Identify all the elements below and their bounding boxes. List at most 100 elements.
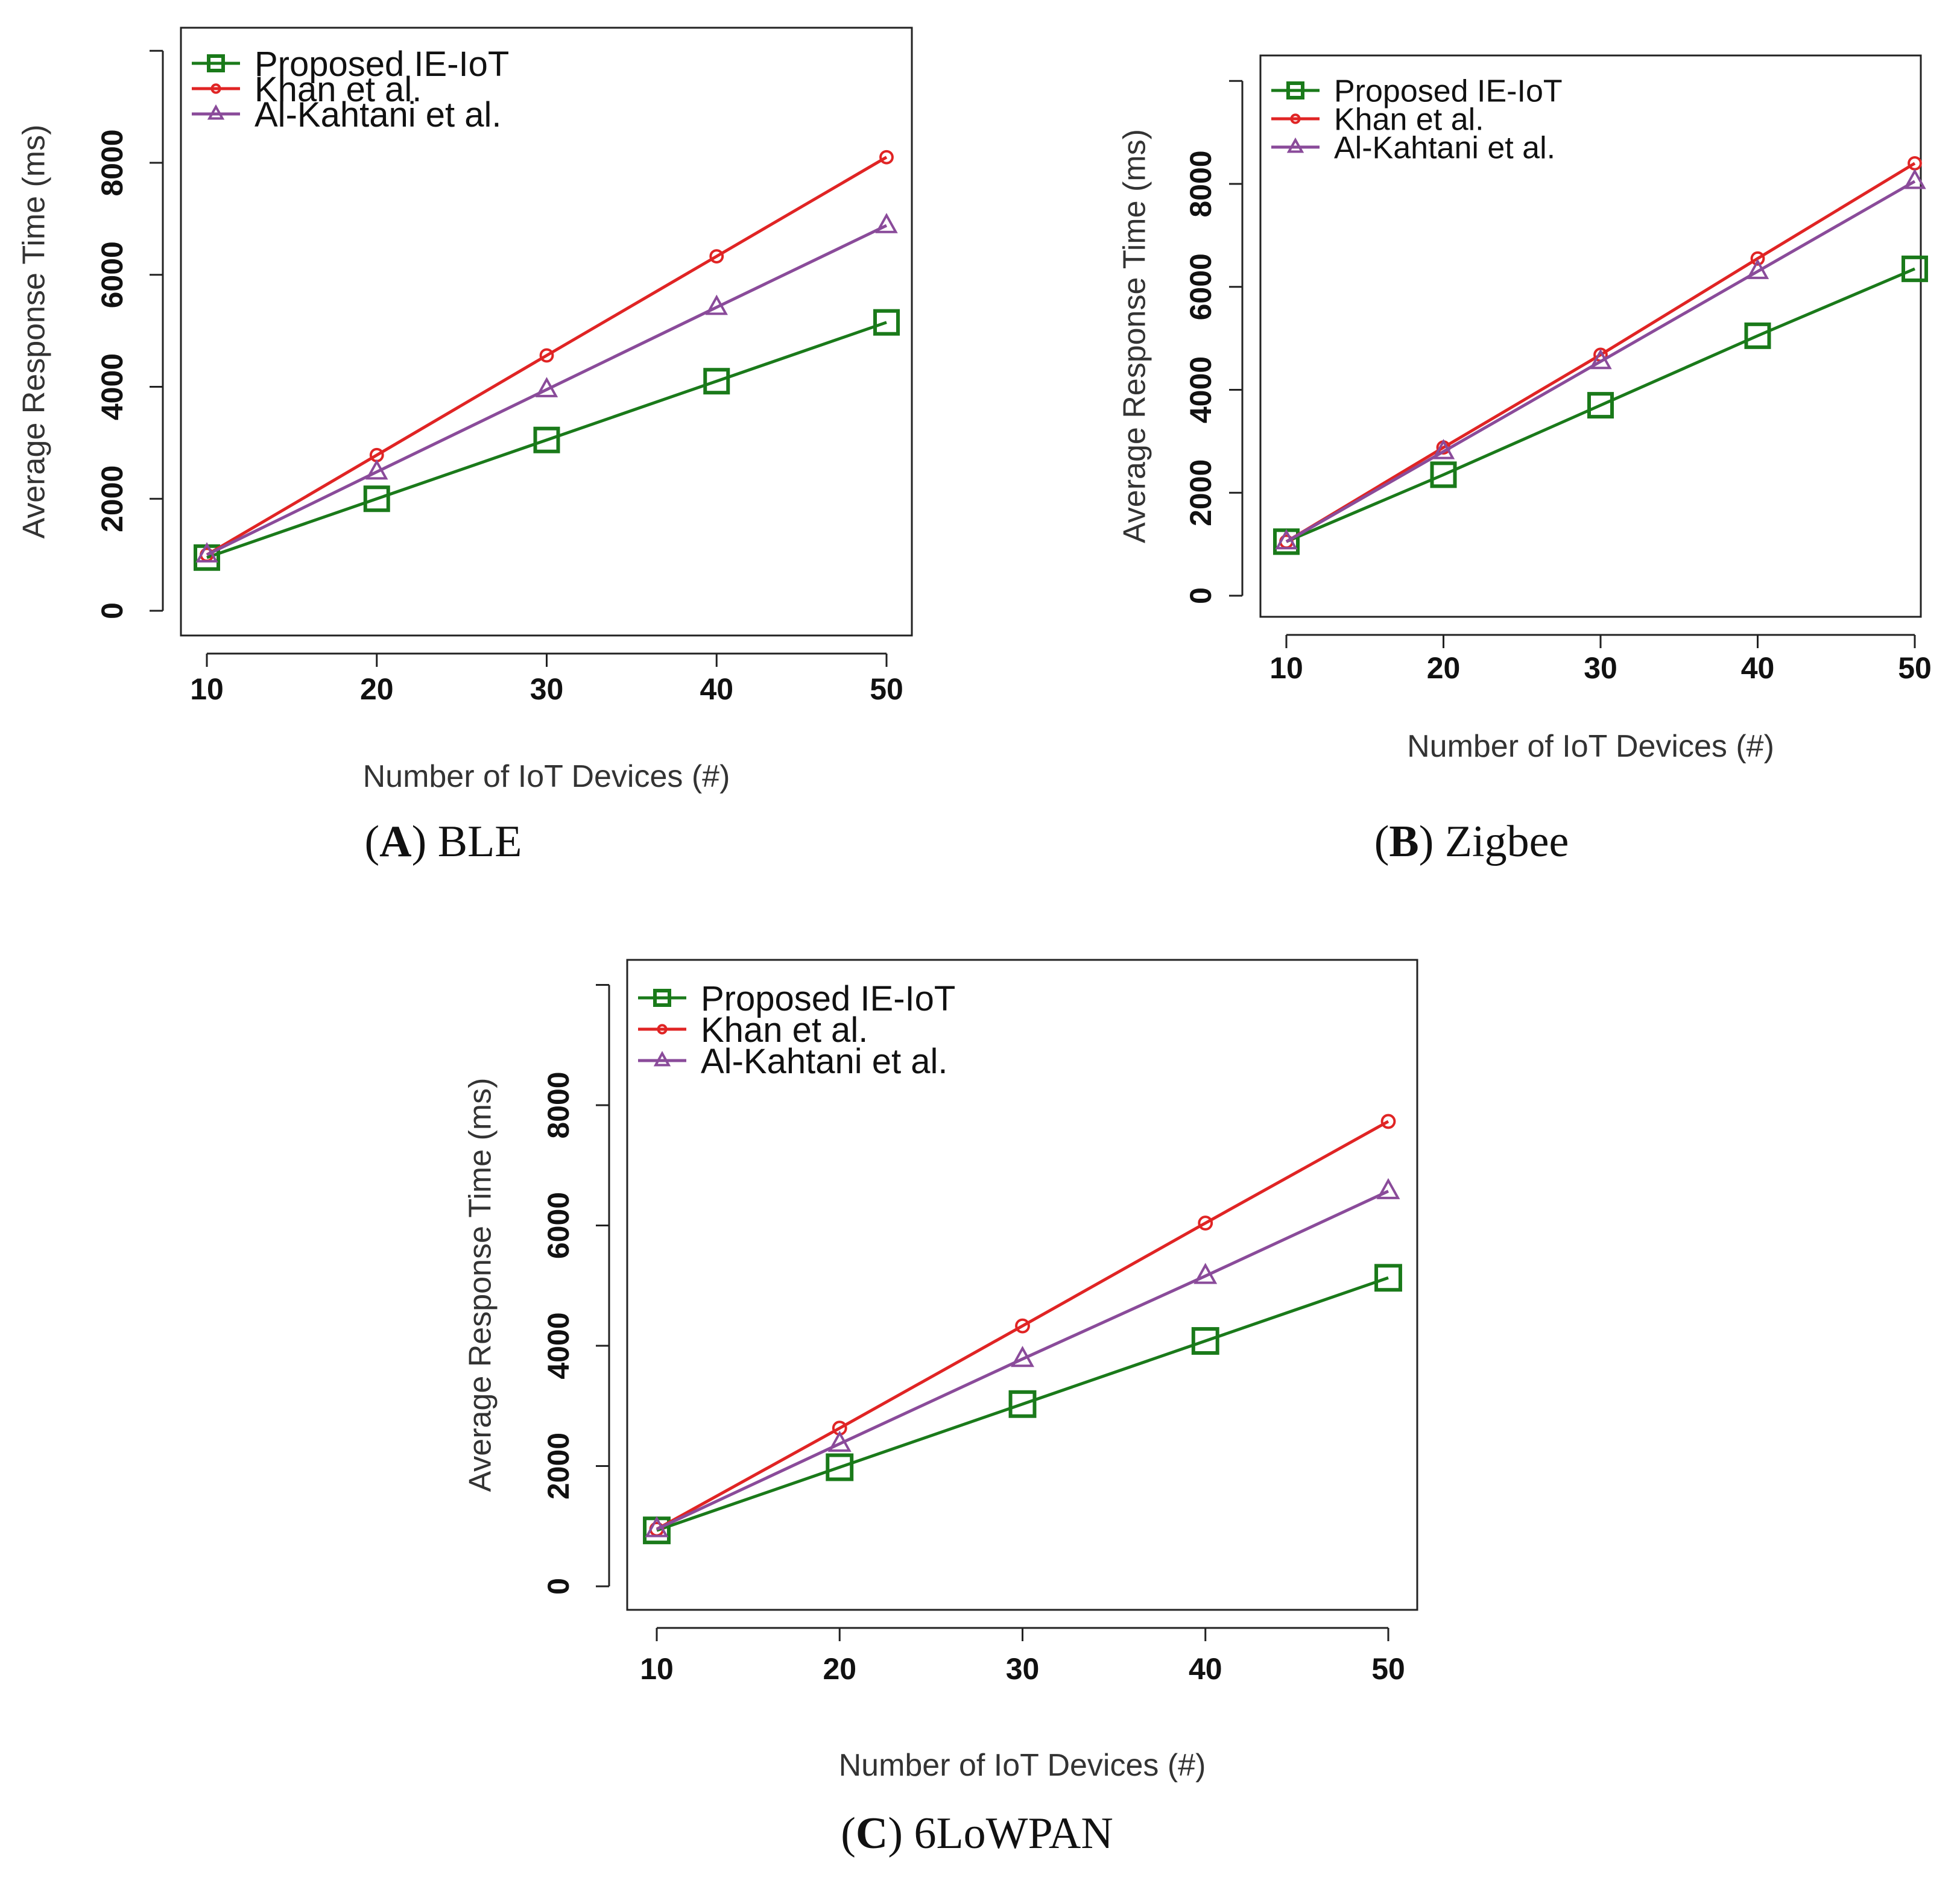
x-tick-label: 20 xyxy=(360,672,394,706)
data-point xyxy=(1015,1318,1030,1334)
data-point xyxy=(1191,1327,1219,1355)
x-tick-label: 20 xyxy=(823,1652,856,1686)
y-tick-label: 6000 xyxy=(542,1192,575,1259)
chart-panel-b: 0 2000 4000 6000 8000 10 20 30 40 50 Average Respo… xyxy=(1118,54,1932,866)
series-line xyxy=(206,321,887,560)
data-point xyxy=(1746,259,1769,279)
y-tick-label: 2000 xyxy=(542,1433,575,1500)
data-point xyxy=(1902,255,1928,282)
chart-panel-c: 0 2000 4000 6000 8000 10 20 30 40 50 Average Respo… xyxy=(463,959,1418,1858)
y-axis-title: Average Response Time (ms) xyxy=(17,125,52,539)
data-point xyxy=(1587,392,1614,419)
x-tick-label: 50 xyxy=(1371,1652,1405,1686)
legend-label: Khan et al. xyxy=(254,70,422,109)
series-proposed-ie-iot xyxy=(194,309,900,571)
caption-paren-open: ( xyxy=(841,1809,856,1858)
series-al-kahtani-et-al- xyxy=(645,1178,1400,1537)
legend-marker xyxy=(653,1051,671,1067)
series-al-kahtani-et-al- xyxy=(195,213,898,563)
data-point xyxy=(875,213,898,233)
y-tick-label: 6000 xyxy=(1184,253,1218,320)
legend-marker xyxy=(207,54,225,72)
data-point xyxy=(1008,1390,1037,1418)
data-point xyxy=(705,294,728,315)
caption-paren-close: ) xyxy=(412,817,438,866)
y-tick-label: 4000 xyxy=(95,353,129,420)
series-khan-et-al- xyxy=(649,1114,1396,1537)
legend-marker xyxy=(210,83,221,94)
caption-paren-close: ) xyxy=(1419,817,1445,866)
x-tick-label: 40 xyxy=(700,672,733,706)
legend-label: Khan et al. xyxy=(1334,102,1484,137)
panel-caption: (B) Zigbee xyxy=(1374,817,1569,866)
caption-letter: C xyxy=(856,1809,888,1858)
legend-marker xyxy=(1286,81,1304,99)
data-point xyxy=(879,150,894,165)
legend-marker xyxy=(653,989,671,1007)
series-line xyxy=(656,1276,1389,1532)
legend-marker xyxy=(1290,113,1301,124)
series-line xyxy=(206,224,888,557)
y-tick-label: 6000 xyxy=(95,241,129,308)
data-point xyxy=(1430,461,1457,488)
data-point xyxy=(1193,1263,1218,1284)
y-tick-label: 0 xyxy=(95,602,129,619)
y-tick-label: 8000 xyxy=(1184,150,1218,217)
data-point xyxy=(535,377,558,397)
data-point xyxy=(827,1430,852,1452)
data-point xyxy=(709,249,724,264)
y-tick-label: 0 xyxy=(542,1578,575,1595)
x-tick-label: 30 xyxy=(1584,651,1617,685)
data-point xyxy=(1744,322,1771,349)
y-tick-label: 8000 xyxy=(95,129,129,196)
data-point xyxy=(1374,1264,1402,1292)
x-tick-label: 40 xyxy=(1189,1652,1222,1686)
x-tick-label: 10 xyxy=(640,1652,674,1686)
data-point xyxy=(873,309,900,336)
caption-letter: A xyxy=(379,817,411,866)
data-point xyxy=(1011,1346,1034,1367)
legend-label: Al-Kahtani et al. xyxy=(1334,131,1555,166)
chart-panel-a: 0 2000 4000 6000 8000 10 20 30 40 50 Average Respo… xyxy=(17,27,913,866)
plot-frame xyxy=(626,959,1418,1611)
caption-paren-open: ( xyxy=(1374,817,1389,866)
data-point xyxy=(1376,1178,1400,1199)
caption-paren-close: ) xyxy=(888,1809,914,1858)
caption-text: Zigbee xyxy=(1445,817,1569,866)
x-tick-label: 50 xyxy=(1898,651,1932,685)
data-point xyxy=(826,1453,854,1481)
x-tick-label: 30 xyxy=(530,672,564,706)
plot-frame xyxy=(1259,54,1922,618)
series-line xyxy=(1285,162,1916,543)
data-point xyxy=(195,542,218,563)
data-point xyxy=(1198,1216,1213,1231)
series-line xyxy=(1286,267,1915,543)
caption-text: BLE xyxy=(438,817,522,866)
series-al-kahtani-et-al- xyxy=(1275,168,1926,550)
x-axis-title: Number of IoT Devices (#) xyxy=(363,759,730,794)
x-tick-label: 10 xyxy=(1269,651,1303,685)
x-tick-label: 40 xyxy=(1741,651,1775,685)
data-point xyxy=(1903,168,1926,189)
data-point xyxy=(363,485,390,512)
series-line xyxy=(1285,180,1916,543)
data-point xyxy=(539,348,554,363)
caption-paren-open: ( xyxy=(364,817,379,866)
y-axis-title: Average Response Time (ms) xyxy=(1118,129,1152,543)
data-point xyxy=(645,1516,669,1537)
data-point xyxy=(1750,251,1765,266)
panel-caption: (A) BLE xyxy=(364,817,522,866)
data-point xyxy=(1589,348,1612,370)
data-point xyxy=(1380,1114,1396,1129)
data-point xyxy=(533,426,560,453)
series-proposed-ie-iot xyxy=(643,1264,1402,1545)
y-tick-label: 8000 xyxy=(542,1071,575,1138)
y-tick-label: 4000 xyxy=(542,1312,575,1379)
data-point xyxy=(1275,529,1298,550)
x-tick-label: 30 xyxy=(1006,1652,1040,1686)
y-tick-label: 0 xyxy=(1184,587,1218,604)
legend-marker xyxy=(207,104,225,120)
